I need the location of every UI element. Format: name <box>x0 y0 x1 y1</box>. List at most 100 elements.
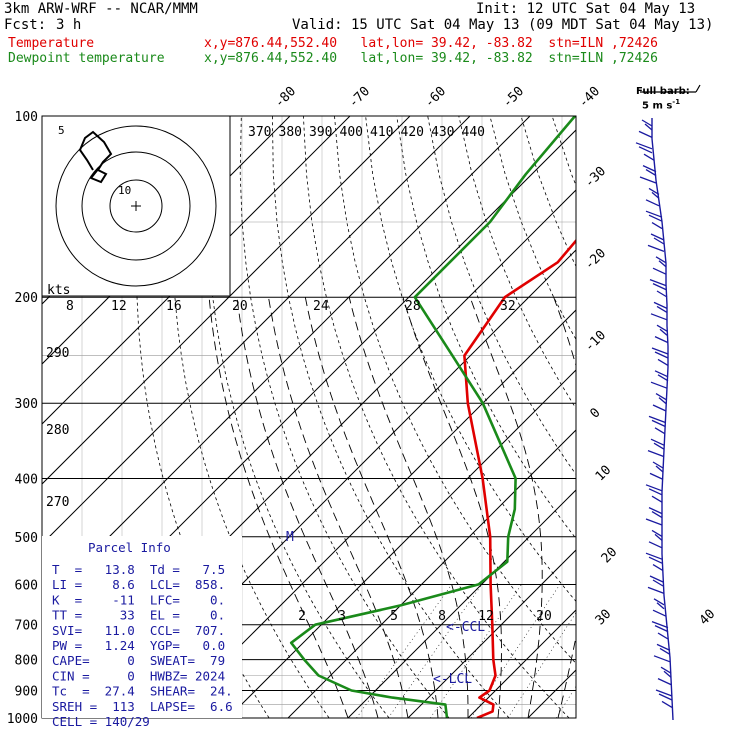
wind-barb <box>654 336 669 344</box>
dry-adiabat <box>551 116 576 187</box>
parcel-info-row: CIN = 0 HWBZ= 2024 <box>52 668 225 683</box>
isotherm-label: -20 <box>582 246 609 273</box>
moist-adiabat <box>348 297 469 718</box>
mixing-ratio-label: 8 <box>438 609 446 624</box>
wind-barb <box>650 233 665 241</box>
isotherm-line <box>227 369 576 718</box>
wind-barb <box>651 529 663 537</box>
wind-barb-half <box>652 283 667 291</box>
model-title: 3km ARW-WRF -- NCAR/MMM <box>4 1 198 17</box>
wind-barb <box>650 381 668 389</box>
wind-barb <box>645 484 663 492</box>
dry-adiabat <box>583 116 740 718</box>
temperature-legend: Temperature <box>8 36 95 51</box>
parcel-info-row: SVI= 11.0 CCL= 707. <box>52 623 225 638</box>
wind-barb <box>648 187 660 195</box>
wind-barb-half <box>659 647 671 655</box>
wind-barb-half <box>655 465 664 473</box>
dry-adiabat <box>239 116 450 718</box>
isotherm-label: -50 <box>500 84 527 111</box>
wind-barb <box>655 256 667 264</box>
wind-barb <box>653 301 668 309</box>
parcel-info-panel: Parcel Info T = 13.8 Td = 7.5LI = 8.6 LCL… <box>42 536 242 729</box>
pressure-tick-label: 200 <box>15 291 38 306</box>
wind-barb <box>650 438 665 446</box>
wind-barb-half <box>656 305 668 313</box>
left-theta-label: 280 <box>46 423 69 438</box>
wind-barb-half <box>657 374 669 382</box>
plot-border <box>41 115 577 719</box>
left-theta-label: 290 <box>46 346 69 361</box>
wind-barb <box>652 461 664 469</box>
wind-barb-half <box>658 260 667 268</box>
wind-barb <box>660 666 672 674</box>
isotherm-line <box>287 429 576 718</box>
wind-barb-half <box>648 214 663 222</box>
wind-barb <box>654 427 666 435</box>
isotherm-label: 0 <box>587 405 603 421</box>
hodo-speed-tick-label: 20 <box>232 299 248 314</box>
forecast-label: Fcst: <box>4 17 47 33</box>
wind-barb <box>652 564 664 572</box>
wind-barb <box>655 393 667 401</box>
moist-adiabat <box>588 297 657 718</box>
parcel-info-title: Parcel Info <box>88 540 171 555</box>
isotherm-label: 40 <box>697 607 719 629</box>
isotherm-line <box>167 309 576 718</box>
ccl-marker: <-CCL <box>446 620 485 635</box>
wind-barb-half <box>659 328 668 336</box>
dry-adiabat <box>272 116 510 718</box>
mixing-ratio-label: 2 <box>298 609 306 624</box>
wind-barb-half <box>656 602 665 610</box>
moist-adiabat <box>268 297 409 718</box>
wind-barb <box>657 632 669 640</box>
wind-barb <box>639 176 657 184</box>
wind-barb <box>642 165 657 173</box>
parcel-info-row: SREH = 113 LAPSE= 6.6 <box>52 699 233 714</box>
wind-barb <box>652 609 667 617</box>
wind-barb-half <box>638 146 653 154</box>
temperature-location: x,y=876.44,552.40 lat,lon= 39.42, -83.82… <box>204 36 658 51</box>
wind-barb <box>661 700 673 708</box>
wind-barb <box>643 153 655 161</box>
wind-barb-half <box>648 556 663 564</box>
wind-barb-half <box>654 533 663 541</box>
barb-key-unit: 5 m s-1 <box>642 98 681 112</box>
pressure-tick-label: 300 <box>15 397 38 412</box>
wind-barb <box>656 324 668 332</box>
isotherm-label: -10 <box>582 328 609 355</box>
parcel-info-row: TT = 33 EL = 0. <box>52 608 225 623</box>
m-marker: M <box>286 530 294 545</box>
hodograph-ring-label: 10 <box>118 184 131 197</box>
mixing-ratio-line <box>470 584 561 718</box>
theta-label: 430 <box>431 125 454 140</box>
barb-key-tick <box>695 84 701 93</box>
theta-label: 370 <box>248 125 271 140</box>
left-theta-label: 270 <box>46 495 69 510</box>
parcel-info-bg <box>42 536 242 718</box>
isotherm-line <box>42 116 471 545</box>
parcel-info-row: Tc = 27.4 SHEAR= 24. <box>52 684 233 699</box>
parcel-info-row: K = -11 LFC= 0. <box>52 592 225 607</box>
moist-adiabat <box>208 297 349 718</box>
wind-barb <box>645 518 663 526</box>
lcl-marker: <-LCL <box>433 672 472 687</box>
wind-barb <box>652 267 667 275</box>
isotherm-line <box>42 116 411 485</box>
isotherm-line <box>648 116 740 718</box>
dry-adiabat <box>489 116 576 341</box>
forecast-hour: 3 h <box>56 17 82 33</box>
dry-adiabat <box>365 116 576 602</box>
wind-barb-half <box>663 670 672 678</box>
mixing-ratio-label: 12 <box>478 609 494 624</box>
parcel-info-row: CELL = 140/29 <box>52 714 150 729</box>
hodograph-ring <box>81 151 191 261</box>
wind-barb <box>648 415 666 424</box>
init-time: Init: 12 UTC Sat 04 May 13 <box>476 1 696 17</box>
wind-barb-half <box>658 397 667 405</box>
moist-adiabat <box>618 297 737 718</box>
wind-barb-half <box>654 351 669 359</box>
hodo-speed-tick-label: 24 <box>313 299 329 314</box>
wind-barb <box>651 222 663 230</box>
isotherm-label: -30 <box>582 164 609 191</box>
